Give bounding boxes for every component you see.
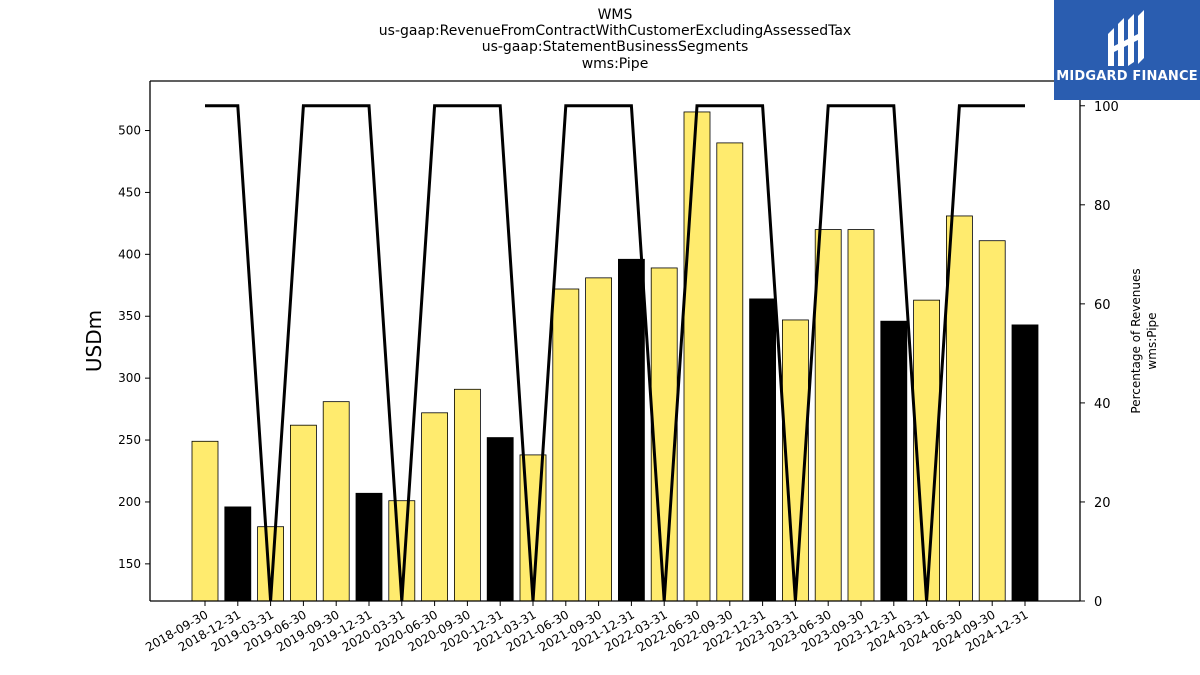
y2-tick-label: 80 [1094,199,1111,214]
y-axis-label: USDm [82,310,106,372]
bar [585,277,612,602]
bar [716,142,744,602]
bar [618,258,645,602]
chart-title-line-2: us-gaap:RevenueFromContractWithCustomerE… [378,23,852,39]
bar [683,111,711,602]
y2-tick-label: 100 [1094,100,1119,115]
bar [322,401,350,602]
chart-title-line-3: us-gaap:StatementBusinessSegments [481,39,749,55]
y-tick-label: 350 [118,309,141,323]
bar [289,424,317,602]
bar [421,412,449,602]
bar [224,506,252,602]
logo-text: MIDGARD FINANCE [1056,69,1198,84]
y-tick-label: 150 [118,557,141,571]
y-tick-label: 500 [118,124,141,138]
y-tick-label: 200 [118,495,141,509]
bar [191,440,219,602]
percentage-line [205,104,1025,602]
y2-axis-label-line-2: wms:Pipe [1145,312,1159,369]
bar [749,298,776,602]
bar [946,215,973,602]
y-tick-label: 400 [118,247,141,261]
bar [1011,324,1039,602]
chart-title-line-1: WMS [597,7,633,23]
bar [880,320,908,602]
y2-tick-label: 0 [1094,595,1102,610]
bar [847,229,875,602]
y2-tick-label: 40 [1094,397,1111,412]
chart-title-line-4: wms:Pipe [581,56,649,72]
bar [453,388,481,602]
bar [552,288,580,602]
y-tick-label: 300 [118,371,141,385]
bar [486,437,514,602]
bar [355,492,383,602]
y-tick-label: 250 [118,433,141,447]
bar [978,240,1006,602]
y2-axis-label-line-1: Percentage of Revenues [1129,268,1143,413]
bar [814,229,842,602]
midgard-finance-logo: MIDGARD FINANCE [1054,0,1200,100]
y2-tick-label: 20 [1094,496,1111,511]
bar [650,267,678,602]
midgard-logo-icon [1108,10,1144,66]
y2-tick-label: 60 [1094,298,1111,313]
y-tick-label: 450 [118,185,141,199]
